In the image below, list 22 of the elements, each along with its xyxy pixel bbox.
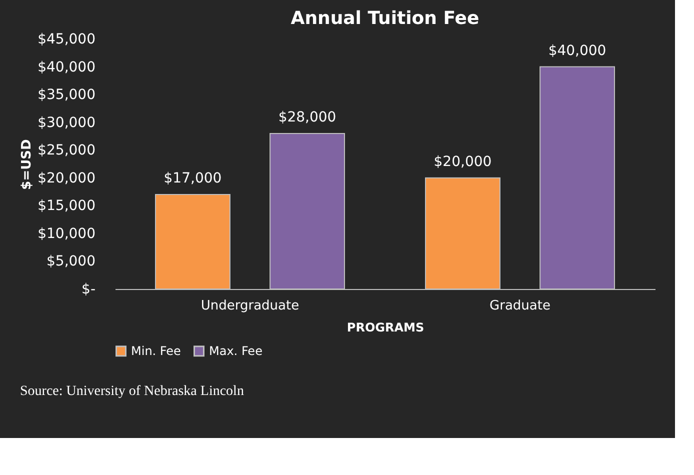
x-axis-title: PROGRAMS (346, 320, 424, 334)
y-tick-label: $30,000 (38, 114, 96, 131)
data-label: $28,000 (278, 109, 336, 126)
y-tick-label: $20,000 (38, 170, 96, 186)
y-tick-label: $35,000 (38, 87, 96, 104)
legend-label: Min. Fee (131, 344, 181, 358)
data-label: $20,000 (434, 154, 492, 170)
y-tick-label: $25,000 (38, 142, 96, 159)
x-tick-label: Graduate (490, 298, 550, 314)
y-tick-label: $45,000 (38, 32, 96, 48)
source-note: Source: University of Nebraska Lincoln (20, 384, 244, 399)
x-tick-label: Undergraduate (200, 298, 300, 314)
data-label: $17,000 (164, 170, 222, 187)
data-label: $40,000 (548, 42, 606, 59)
y-tick-label: $15,000 (38, 198, 96, 214)
y-tick-label: $- (82, 282, 96, 298)
y-tick-label: $10,000 (38, 226, 96, 242)
y-tick-label: $40,000 (38, 59, 96, 76)
y-tick-label: $5,000 (46, 254, 96, 270)
chart-title: Annual Tuition Fee (290, 8, 480, 29)
legend-label: Max. Fee (209, 344, 262, 358)
y-axis-title: $=USD (20, 138, 35, 190)
